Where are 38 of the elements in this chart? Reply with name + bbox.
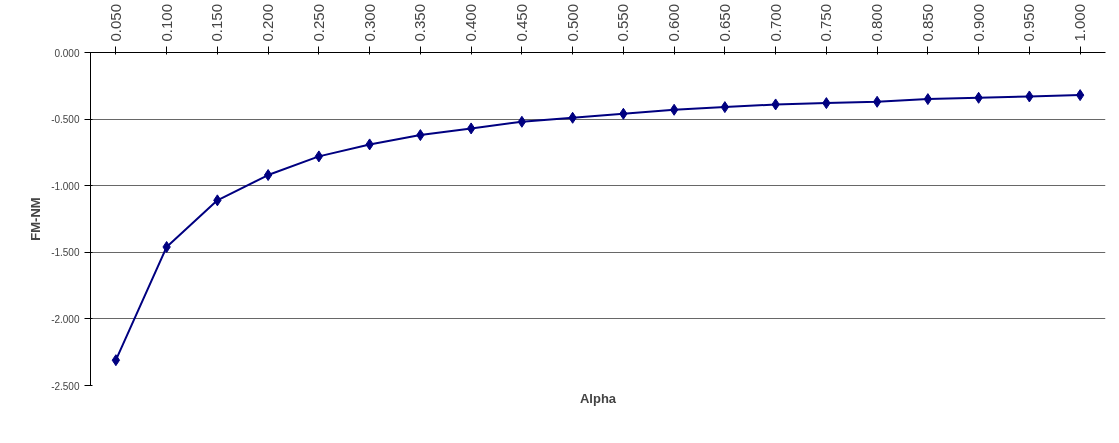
- y-tick-label: -2.500: [51, 380, 80, 392]
- point: [872, 95, 882, 108]
- x-tick-label: 0.700: [766, 3, 784, 42]
- x-tick-label: 0.900: [969, 3, 987, 42]
- y-tick-label: -0.500: [51, 114, 80, 126]
- x-tick-label: 0.400: [462, 3, 480, 42]
- y-tick-label: -1.000: [51, 180, 80, 192]
- x-tick-label: 0.250: [309, 3, 327, 42]
- x-axis-title: Alpha: [579, 390, 617, 406]
- x-tick-label: 1.000: [1071, 3, 1089, 42]
- point: [314, 150, 324, 163]
- x-tick-label: 0.350: [411, 3, 429, 42]
- x-tick-label: 0.550: [614, 3, 632, 42]
- point: [263, 169, 273, 182]
- y-axis-title: FM-NM: [28, 197, 44, 241]
- x-tick-label: 0.850: [918, 3, 936, 42]
- x-tick-label: 0.050: [106, 3, 124, 42]
- x-tick-label: 0.200: [259, 3, 277, 42]
- x-tick-label: 0.650: [715, 3, 733, 42]
- point: [1075, 89, 1085, 102]
- y-tick-label: -2.000: [51, 313, 80, 325]
- point: [669, 103, 679, 116]
- x-tick-label: 0.950: [1020, 3, 1038, 42]
- y-tick-label: 0.000: [54, 47, 80, 59]
- x-tick-label: 0.500: [563, 3, 581, 42]
- x-tick-label: 0.150: [208, 3, 226, 42]
- x-tick-label: 0.450: [512, 3, 530, 42]
- point: [111, 354, 121, 367]
- x-tick-label: 0.100: [157, 3, 175, 42]
- point: [720, 101, 730, 114]
- point: [517, 115, 527, 128]
- point: [466, 122, 476, 135]
- x-tick-label: 0.800: [868, 3, 886, 42]
- x-tick-label: 0.300: [360, 3, 378, 42]
- x-tick-label: 0.600: [665, 3, 683, 42]
- x-tick-label: 0.750: [817, 3, 835, 42]
- y-tick-label: -1.500: [51, 247, 80, 259]
- point: [923, 93, 933, 106]
